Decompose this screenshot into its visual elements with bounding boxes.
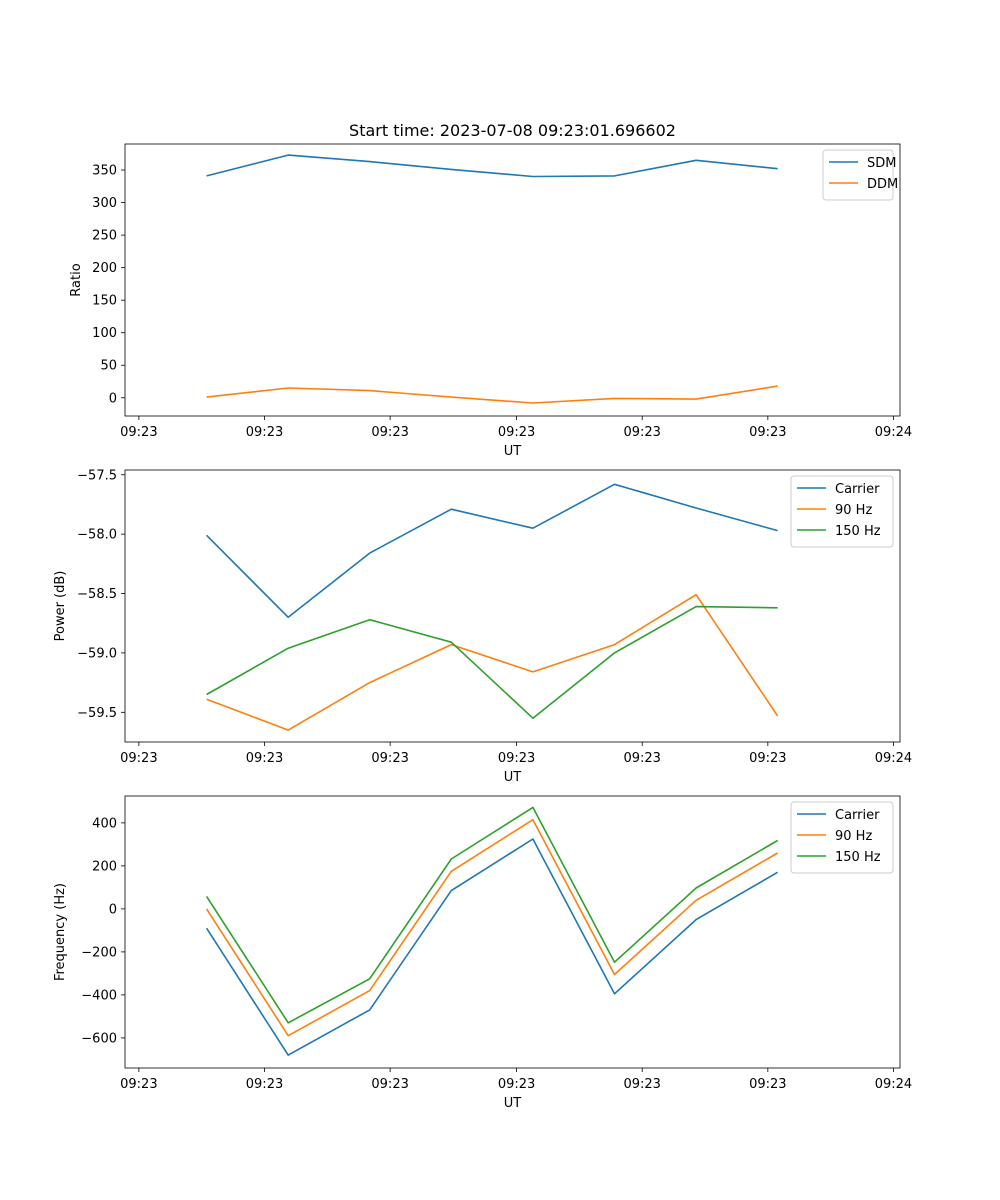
y-tick-label: 200	[92, 859, 117, 874]
y-tick-label: 0	[109, 902, 117, 917]
x-tick-label: 09:23	[498, 425, 535, 440]
x-axis-label: UT	[504, 770, 522, 785]
x-tick-label: 09:23	[371, 751, 408, 766]
series-line-ddm	[206, 385, 778, 404]
series-line-90-hz	[206, 593, 779, 731]
subplot-ratio: 09:23 09:23 09:23 09:23 09:23 09:23 09:24 0 50 10…	[69, 121, 912, 459]
x-tick-label: 09:23	[246, 425, 283, 440]
series-line-150-hz	[206, 605, 778, 720]
x-tick-label: 09:23	[371, 425, 408, 440]
series-line-90-hz	[205, 818, 779, 1037]
y-tick-label: −59.0	[77, 646, 117, 661]
x-tick-label: 09:24	[875, 425, 912, 440]
legend-label-sdm: SDM	[867, 156, 896, 171]
y-tick-label: 250	[92, 229, 117, 244]
y-tick-label: −58.5	[77, 587, 117, 602]
x-tick-label: 09:23	[120, 1077, 157, 1092]
axes-frame	[124, 469, 901, 743]
y-axis-label: Power (dB)	[53, 571, 68, 642]
x-tick-label: 09:23	[749, 425, 786, 440]
y-tick-label: 100	[92, 326, 117, 341]
y-tick-label: −57.5	[77, 468, 117, 483]
y-tick-label: 0	[109, 391, 117, 406]
y-tick-label: 300	[92, 196, 117, 211]
x-tick-label: 09:23	[498, 1077, 535, 1092]
y-tick-label: 200	[92, 261, 117, 276]
legend-label-150-hz: 150 Hz	[835, 524, 881, 539]
x-tick-label: 09:23	[371, 1077, 408, 1092]
y-tick-label: −600	[81, 1031, 117, 1046]
x-tick-label: 09:23	[246, 751, 283, 766]
x-tick-label: 09:23	[749, 751, 786, 766]
series-line-150-hz	[205, 806, 779, 1024]
x-tick-label: 09:23	[120, 751, 157, 766]
y-tick-label: 50	[100, 359, 117, 374]
x-tick-label: 09:23	[623, 425, 660, 440]
subplot-frequency: 09:23 09:23 09:23 09:23 09:23 09:23 09:24 −600 −…	[53, 795, 912, 1111]
y-tick-label: 400	[92, 816, 117, 831]
legend-label-carrier: Carrier	[835, 482, 880, 497]
y-tick-label: −200	[81, 945, 117, 960]
legend-label-90-hz: 90 Hz	[835, 829, 872, 844]
x-axis-label: UT	[504, 444, 522, 459]
legend: Carrier 90 Hz 150 Hz	[790, 801, 894, 874]
subplot-power: 09:23 09:23 09:23 09:23 09:23 09:23 09:24 −59.5…	[53, 468, 912, 785]
y-tick-label: −58.0	[77, 528, 117, 543]
y-tick-label: 150	[92, 294, 117, 309]
legend-label-150-hz: 150 Hz	[835, 850, 881, 865]
x-axis-label: UT	[504, 1096, 522, 1111]
legend: Carrier 90 Hz 150 Hz	[790, 475, 894, 548]
x-tick-label: 09:23	[623, 1077, 660, 1092]
x-tick-label: 09:23	[498, 751, 535, 766]
y-tick-label: −59.5	[77, 706, 117, 721]
axes-frame	[124, 143, 901, 417]
series-line-sdm	[206, 154, 778, 178]
axes-frame	[124, 795, 901, 1069]
y-tick-label: 350	[92, 164, 117, 179]
series-line-carrier	[206, 483, 778, 619]
x-tick-label: 09:23	[120, 425, 157, 440]
legend-label-carrier: Carrier	[835, 808, 880, 823]
legend-label-ddm: DDM	[867, 177, 898, 192]
legend-label-90-hz: 90 Hz	[835, 503, 872, 518]
x-tick-label: 09:23	[623, 751, 660, 766]
y-axis-label: Ratio	[69, 263, 84, 296]
chart-title: Start time: 2023-07-08 09:23:01.696602	[349, 121, 676, 140]
legend: SDM DDM	[822, 149, 898, 201]
x-tick-label: 09:23	[749, 1077, 786, 1092]
x-tick-label: 09:24	[875, 751, 912, 766]
y-tick-label: −400	[81, 988, 117, 1003]
x-tick-label: 09:24	[875, 1077, 912, 1092]
x-tick-label: 09:23	[246, 1077, 283, 1092]
series-line-carrier	[205, 838, 779, 1056]
y-axis-label: Frequency (Hz)	[53, 883, 68, 981]
